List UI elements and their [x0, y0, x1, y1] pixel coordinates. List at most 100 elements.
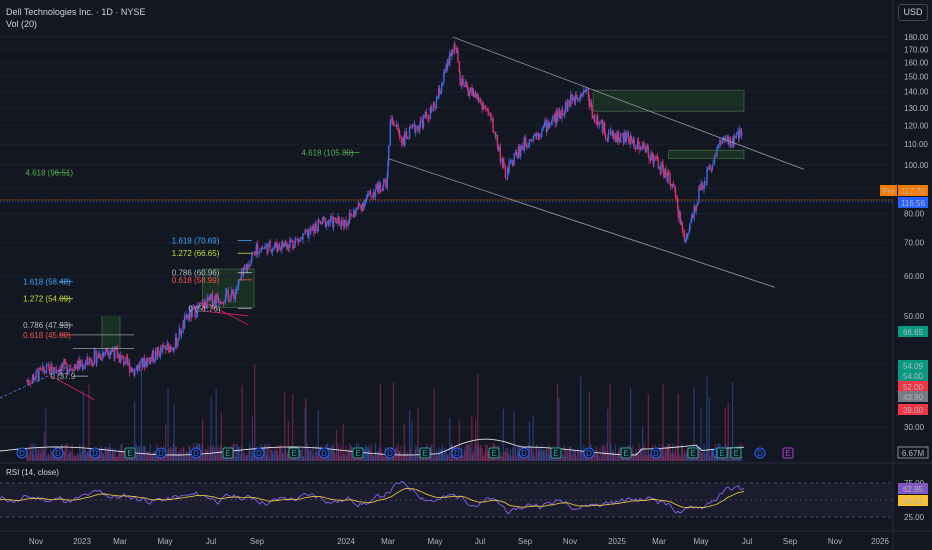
- currency-button[interactable]: USD: [898, 4, 928, 21]
- volume-bar: [414, 450, 416, 461]
- candle-body: [66, 363, 68, 373]
- price-label-tag-box: [880, 185, 897, 196]
- candle-body: [535, 133, 537, 137]
- volume-bar: [116, 456, 118, 461]
- volume-bar: [152, 450, 154, 461]
- volume-bar: [82, 445, 84, 461]
- candle-body: [312, 224, 314, 228]
- candle-body: [94, 350, 96, 352]
- candle-body: [488, 111, 490, 114]
- volume-bar: [570, 446, 572, 461]
- candle-body: [212, 302, 214, 306]
- volume-bar: [29, 449, 31, 461]
- volume-bar: [332, 446, 334, 461]
- candle-body: [123, 363, 126, 365]
- candle-body: [305, 230, 307, 232]
- volume-bar: [317, 410, 319, 461]
- candle-body: [462, 79, 464, 86]
- volume-bar: [267, 443, 269, 461]
- volume-bar: [543, 449, 545, 461]
- volume-bar: [34, 444, 36, 461]
- symbol-title[interactable]: Dell Technologies Inc. · 1D · NYSE: [6, 7, 146, 17]
- candle-body: [414, 124, 416, 133]
- price-label-value: 52.00: [903, 383, 924, 392]
- event-marker-label: E: [422, 449, 427, 458]
- volume-bar: [708, 397, 710, 461]
- candle-body: [321, 217, 324, 224]
- volume-bar: [438, 452, 441, 461]
- candle-body: [551, 118, 553, 122]
- volume-bar: [549, 449, 551, 461]
- volume-bar: [382, 456, 384, 461]
- candle-body: [554, 114, 556, 124]
- volume-bar: [392, 382, 394, 461]
- event-markers[interactable]: DDDEDDEDEDEDEDEDEDEDEDEEDE: [16, 447, 794, 459]
- volume-bar: [292, 394, 294, 461]
- volume-indicator-label[interactable]: Vol (20): [6, 19, 38, 29]
- candle-body: [741, 132, 743, 136]
- candle-body: [348, 222, 350, 224]
- time-tick-label: 2023: [73, 537, 91, 546]
- candle-body: [328, 222, 330, 224]
- candle-body: [522, 148, 525, 151]
- volume-bar: [435, 456, 437, 461]
- candle-body: [611, 130, 614, 136]
- volume-bar: [273, 448, 276, 461]
- price-tick-label: 170.00: [904, 45, 929, 54]
- volume-bar: [604, 450, 607, 461]
- candle-body: [360, 205, 362, 207]
- candle-body: [607, 132, 610, 139]
- candle-body: [496, 134, 499, 148]
- volume-bar: [187, 452, 189, 461]
- rsi-indicator-label[interactable]: RSI (14, close): [6, 468, 59, 477]
- volume-bar: [274, 450, 276, 461]
- volume-bar: [683, 450, 686, 461]
- volume-bar: [246, 455, 248, 461]
- candle-body: [195, 315, 198, 318]
- candle-body: [614, 134, 617, 140]
- volume-bar: [483, 454, 485, 461]
- trendline-drawings[interactable]: [0, 36, 893, 401]
- candle-body: [618, 138, 620, 143]
- candle-body: [461, 79, 463, 83]
- volume-bar: [120, 452, 123, 461]
- candle-body: [225, 290, 228, 293]
- candle-body: [663, 171, 665, 178]
- volume-bar: [503, 452, 505, 461]
- volume-bar: [472, 451, 474, 461]
- time-axis[interactable]: Nov 2023 Mar May Jul Sep 2024 Mar May Jul Sep Nov 20…: [29, 537, 890, 546]
- candle-body: [259, 251, 261, 253]
- candle-body: [118, 355, 121, 363]
- candle-body: [689, 222, 691, 230]
- candle-body: [81, 363, 84, 369]
- candle-body: [297, 238, 299, 240]
- candle-body: [302, 234, 304, 240]
- fib-dashed-line: [0, 364, 74, 399]
- volume-bar: [367, 447, 369, 461]
- candle-body: [282, 243, 284, 247]
- fib-level-label: 1.272 (66.65): [172, 249, 220, 258]
- volume-bar: [662, 384, 664, 461]
- volume-bar: [545, 448, 547, 461]
- candle-body: [411, 127, 413, 129]
- candle-body: [329, 217, 332, 223]
- dividend-marker: [451, 447, 463, 459]
- volume-bar: [443, 447, 446, 461]
- earnings-marker: [288, 447, 300, 459]
- volume-bar: [67, 454, 69, 461]
- event-marker-label: D: [586, 449, 592, 458]
- candle-body: [116, 349, 119, 359]
- volume-label-box: [897, 446, 929, 459]
- candle-body: [528, 139, 531, 146]
- candle-body: [131, 369, 134, 372]
- candle-body: [392, 124, 395, 125]
- volume-bar: [706, 376, 708, 461]
- candle-body: [647, 147, 650, 156]
- price-axis[interactable]: 180.00 170.00 160.00 150.00 140.00 130.00 120.…: [904, 33, 929, 432]
- volume-bar: [499, 455, 501, 461]
- time-tick-label: Sep: [783, 537, 798, 546]
- candle-body: [220, 303, 223, 304]
- volume-bar: [732, 382, 734, 461]
- candle-body: [544, 120, 546, 126]
